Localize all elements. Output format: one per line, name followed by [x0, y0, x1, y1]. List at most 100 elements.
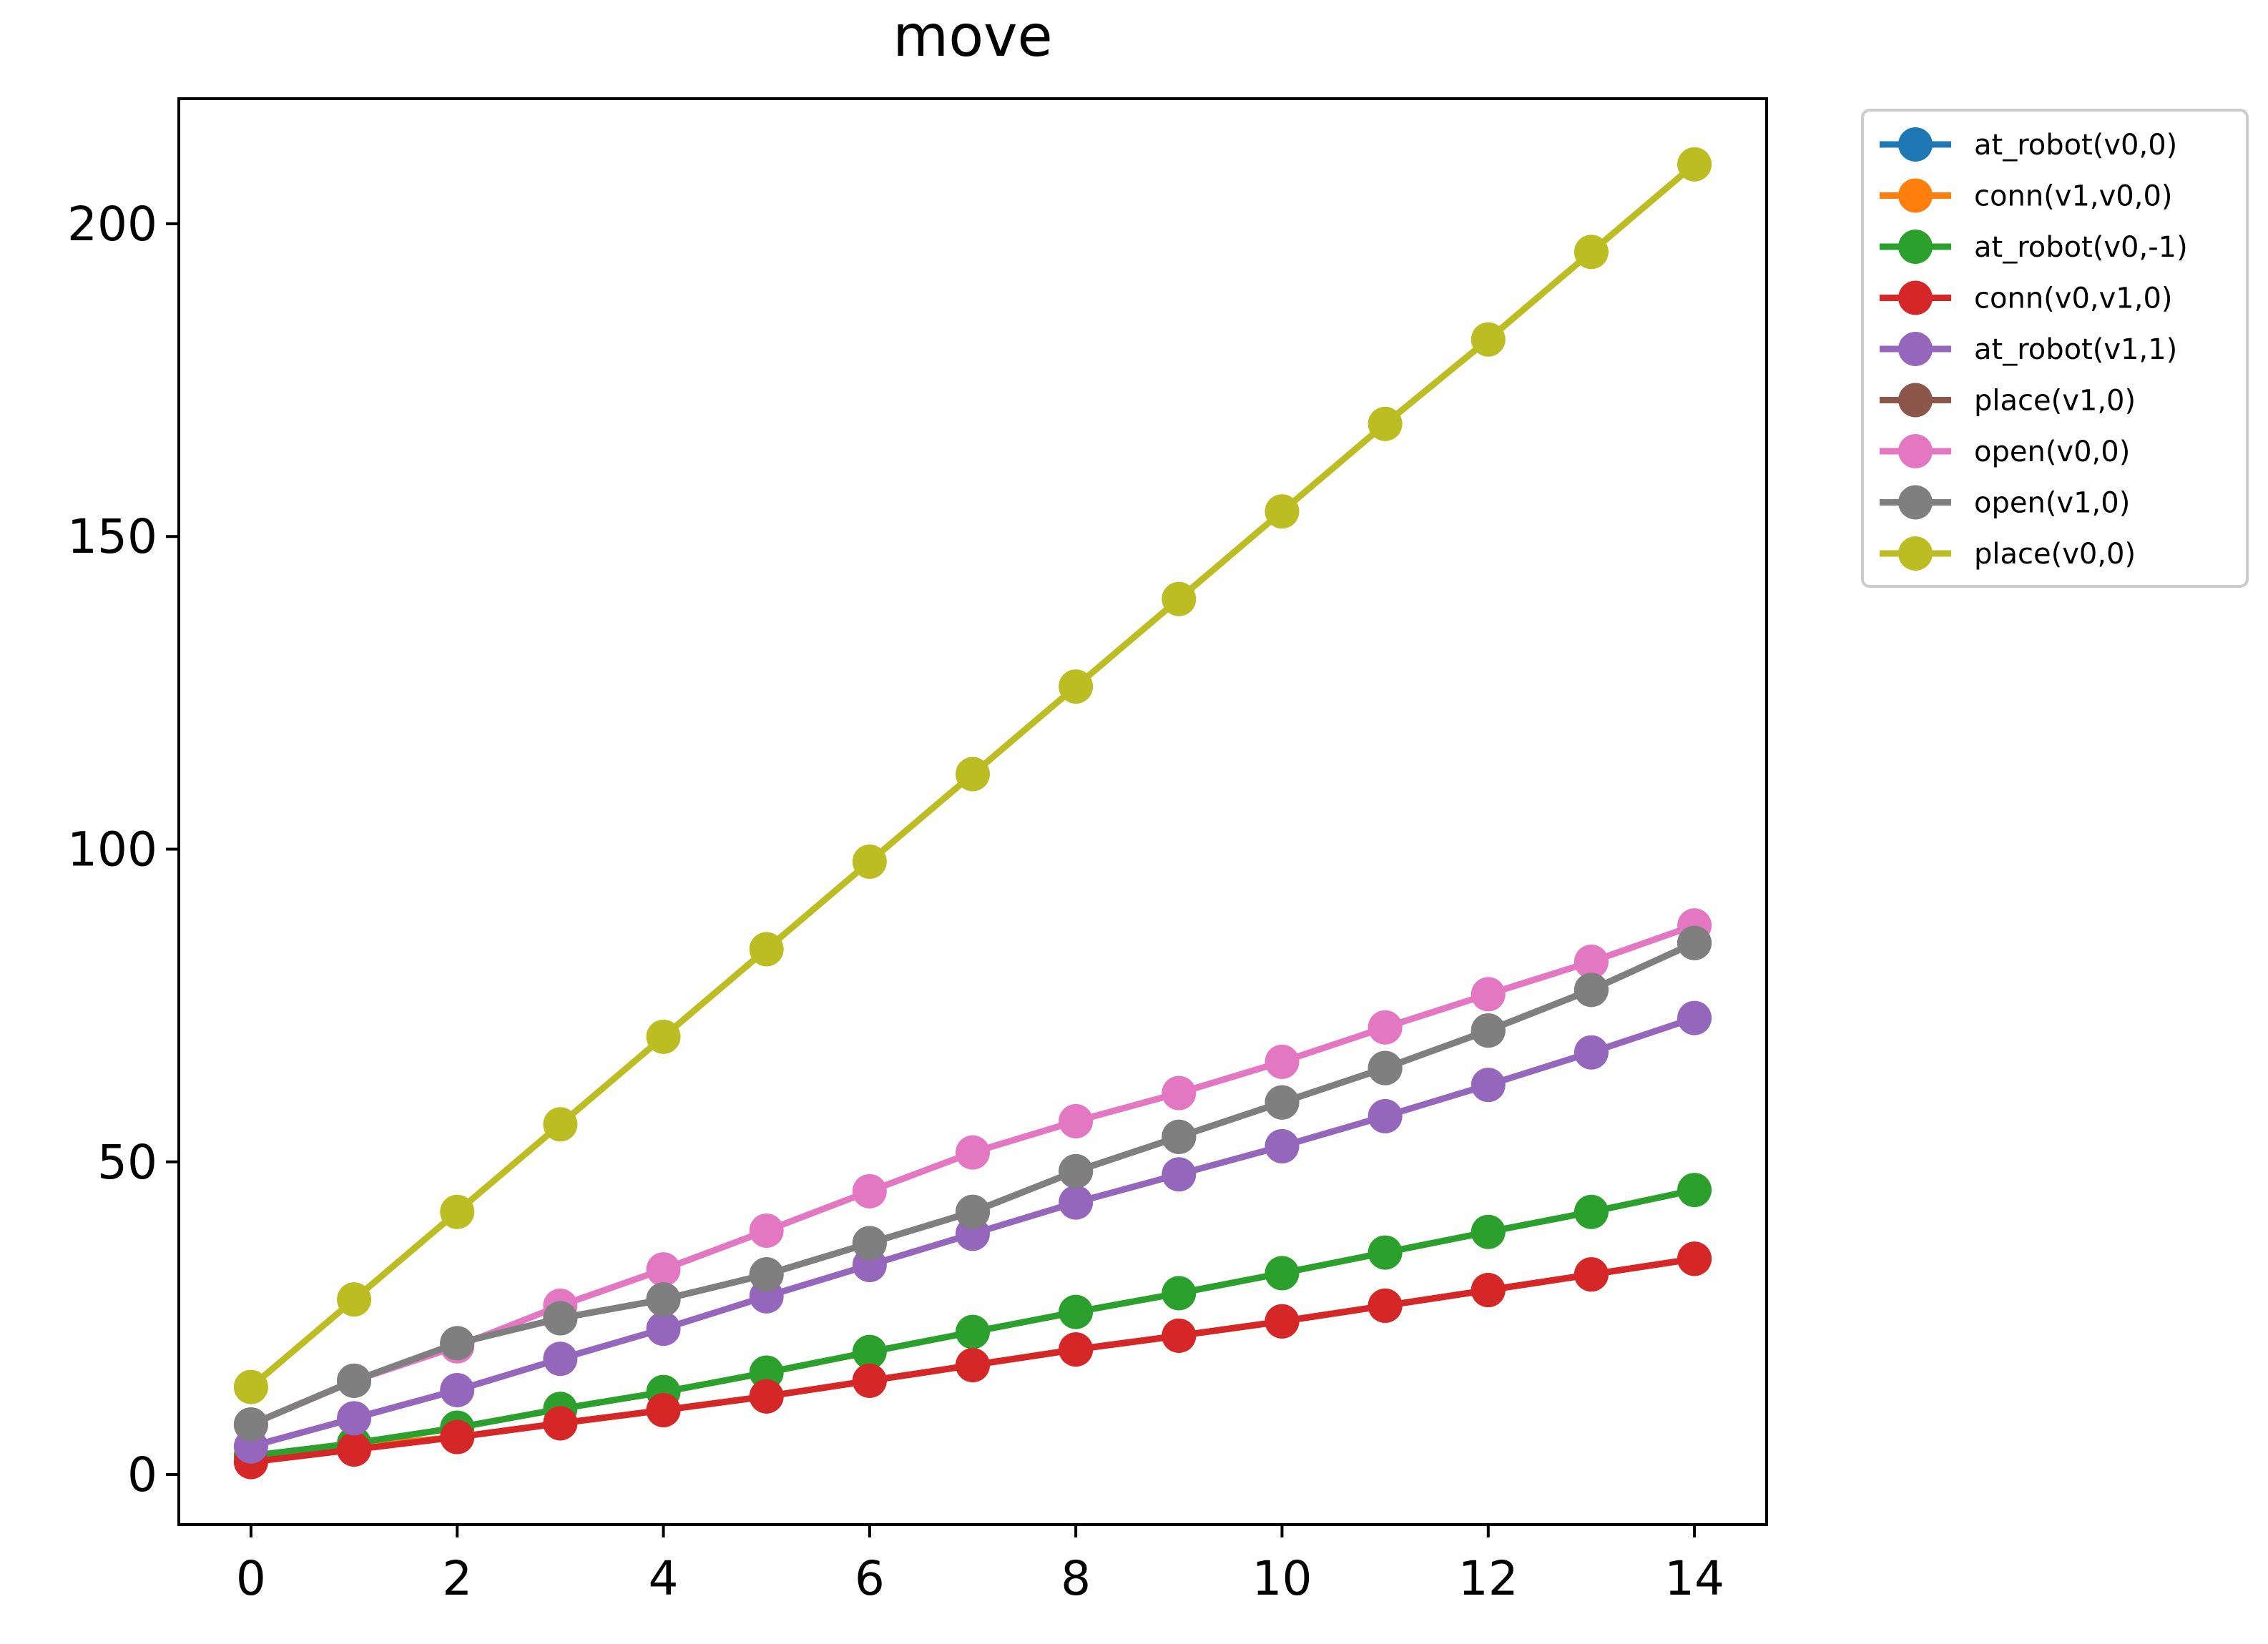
legend-label: at_robot(v1,1): [1974, 333, 2177, 366]
data-point: [543, 1406, 578, 1441]
data-point: [1471, 1273, 1506, 1308]
data-point: [852, 1173, 887, 1209]
data-point: [337, 1363, 372, 1398]
data-point: [440, 1372, 475, 1407]
y-tick-label: 200: [67, 197, 157, 252]
legend-label: open(v0,0): [1974, 435, 2130, 468]
legend-label: conn(v0,v1,0): [1974, 282, 2173, 315]
data-point: [1471, 322, 1506, 357]
data-point: [1265, 1304, 1300, 1339]
x-tick-label: 14: [1664, 1551, 1724, 1606]
data-point: [1162, 1276, 1197, 1311]
data-point: [440, 1419, 475, 1455]
x-tick-label: 10: [1252, 1551, 1312, 1606]
legend-swatch-marker: [1898, 230, 1933, 264]
data-point: [1059, 1153, 1094, 1188]
legend-item: open(v1,0): [1880, 485, 2130, 520]
y-tick-label: 0: [127, 1447, 157, 1502]
series-layer: [233, 147, 1712, 1480]
x-tick-label: 0: [236, 1551, 266, 1606]
y-tick-label: 50: [97, 1135, 157, 1190]
data-point: [1368, 1050, 1403, 1086]
data-point: [1471, 1068, 1506, 1103]
data-point: [749, 1257, 784, 1292]
legend-item: conn(v1,v0,0): [1880, 178, 2173, 213]
x-tick-label: 6: [855, 1551, 885, 1606]
data-point: [1265, 494, 1300, 529]
legend-label: place(v0,0): [1974, 538, 2136, 571]
data-point: [337, 1282, 372, 1317]
data-point: [852, 1363, 887, 1398]
legend: at_robot(v0,0) conn(v1,v0,0) at_robot(v0,-…: [1861, 109, 2249, 588]
data-point: [852, 1334, 887, 1369]
data-point: [1162, 1076, 1197, 1111]
legend-item: open(v0,0): [1880, 434, 2130, 468]
legend-label: conn(v1,v0,0): [1974, 180, 2173, 213]
x-tick-label: 8: [1061, 1551, 1091, 1606]
data-point: [1677, 1000, 1712, 1035]
series-7: [233, 925, 1712, 1442]
data-point: [1574, 1035, 1609, 1070]
series-3: [233, 1241, 1712, 1480]
data-point: [543, 1107, 578, 1142]
data-point: [233, 1407, 268, 1442]
data-point: [852, 1226, 887, 1261]
legend-label: at_robot(v0,-1): [1974, 231, 2188, 264]
legend-swatch-marker: [1898, 178, 1933, 213]
data-point: [1059, 1103, 1094, 1138]
y-axis: 0 50 100 150 200: [67, 197, 179, 1502]
data-point: [1471, 1214, 1506, 1249]
data-point: [1574, 973, 1609, 1008]
data-point: [1059, 669, 1094, 704]
legend-item: at_robot(v0,0): [1880, 127, 2177, 162]
data-point: [1059, 1185, 1094, 1220]
legend-item: place(v0,0): [1880, 536, 2136, 571]
data-point: [1471, 977, 1506, 1012]
data-point: [646, 1311, 681, 1347]
legend-label: open(v1,0): [1974, 487, 2130, 520]
legend-swatch-marker: [1898, 434, 1933, 468]
data-point: [1368, 1235, 1403, 1270]
data-point: [1265, 1085, 1300, 1120]
data-point: [956, 1347, 990, 1382]
data-point: [749, 1213, 784, 1248]
data-point: [646, 1019, 681, 1054]
legend-label: at_robot(v0,0): [1974, 129, 2177, 162]
data-point: [1162, 581, 1197, 616]
legend-swatch-marker: [1898, 485, 1933, 520]
data-point: [1059, 1332, 1094, 1367]
data-point: [1677, 147, 1712, 182]
data-point: [1677, 925, 1712, 960]
data-point: [1574, 944, 1609, 979]
data-point: [749, 1355, 784, 1390]
data-point: [956, 1314, 990, 1349]
legend-swatch-marker: [1898, 536, 1933, 571]
x-tick-label: 12: [1458, 1551, 1518, 1606]
data-point: [1368, 406, 1403, 441]
legend-swatch-marker: [1898, 280, 1933, 315]
legend-item: at_robot(v1,1): [1880, 332, 2177, 366]
data-point: [543, 1342, 578, 1377]
data-point: [956, 1194, 990, 1229]
data-point: [1368, 1288, 1403, 1323]
x-tick-label: 2: [442, 1551, 472, 1606]
data-point: [440, 1326, 475, 1361]
data-point: [646, 1392, 681, 1427]
x-tick-label: 4: [649, 1551, 679, 1606]
data-point: [852, 844, 887, 879]
legend-item: at_robot(v0,-1): [1880, 230, 2188, 264]
legend-label: place(v1,0): [1974, 385, 2136, 418]
legend-frame: [1861, 109, 2249, 588]
legend-swatch-marker: [1898, 332, 1933, 366]
data-point: [956, 757, 990, 792]
data-point: [337, 1401, 372, 1436]
plot-area: [177, 97, 1768, 1526]
data-point: [1368, 1098, 1403, 1133]
chart-title: move: [893, 3, 1052, 69]
data-point: [1162, 1318, 1197, 1353]
data-point: [1574, 1194, 1609, 1229]
data-point: [749, 932, 784, 967]
series-2: [233, 1173, 1712, 1473]
data-point: [1265, 1044, 1300, 1079]
